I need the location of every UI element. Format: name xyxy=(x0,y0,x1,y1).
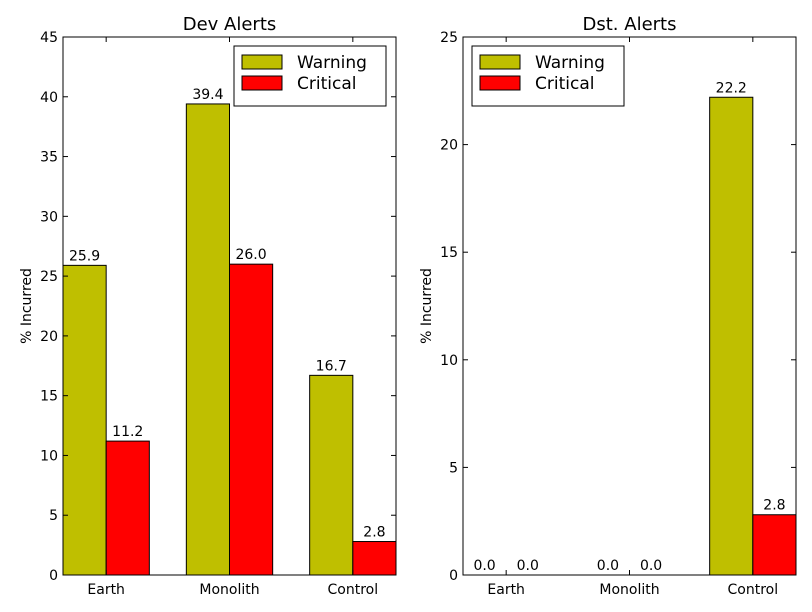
y-tick-label: 10 xyxy=(440,353,458,369)
data-label: 0.0 xyxy=(517,558,539,574)
chart-title: Dst. Alerts xyxy=(583,14,677,35)
y-axis-label: % Incurred xyxy=(419,268,435,344)
y-tick-label: 30 xyxy=(40,209,58,225)
data-label: 39.4 xyxy=(192,87,223,103)
legend-label-warning: Warning xyxy=(535,53,605,73)
data-label: 0.0 xyxy=(597,558,619,574)
y-tick-label: 15 xyxy=(40,389,58,405)
x-tick-label: Earth xyxy=(487,582,525,598)
data-label: 11.2 xyxy=(112,424,143,440)
legend-label-warning: Warning xyxy=(297,53,367,73)
data-label: 2.8 xyxy=(363,525,385,541)
y-tick-label: 0 xyxy=(449,568,458,584)
data-label: 0.0 xyxy=(640,558,662,574)
bar-critical-control xyxy=(752,514,797,576)
data-label: 25.9 xyxy=(69,248,100,264)
bar-critical-monolith xyxy=(229,263,274,576)
x-tick-label: Monolith xyxy=(599,582,659,598)
x-tick-label: Monolith xyxy=(199,582,259,598)
y-tick-label: 20 xyxy=(440,138,458,154)
y-tick-label: 45 xyxy=(40,30,58,46)
y-tick-label: 5 xyxy=(449,460,458,476)
y-tick-label: 35 xyxy=(40,150,58,166)
bar-warning-monolith xyxy=(185,103,230,576)
legend-label-critical: Critical xyxy=(535,74,594,94)
y-axis-label: % Incurred xyxy=(19,268,35,344)
y-tick-label: 20 xyxy=(40,329,58,345)
chart-panel-1: Dev Alerts % Incurred 25.9 39.4 16.7 11.2 26.0… xyxy=(19,14,397,598)
chart-panel-2: Dst. Alerts % Incurred 0.0 0.0 22.2 0.0 0.0 2.8… xyxy=(419,14,797,598)
data-label: 22.2 xyxy=(716,80,747,96)
x-tick-label: Earth xyxy=(87,582,125,598)
bar-critical-earth xyxy=(105,440,150,576)
legend-swatch-warning xyxy=(241,54,283,70)
y-tick-label: 10 xyxy=(40,448,58,464)
chart-title: Dev Alerts xyxy=(183,14,277,35)
legend-swatch-warning xyxy=(479,54,521,70)
legend-label-critical: Critical xyxy=(297,74,356,94)
y-tick-label: 0 xyxy=(49,568,58,584)
legend-swatch-critical xyxy=(479,75,521,91)
data-label: 0.0 xyxy=(473,558,495,574)
x-tick-label: Control xyxy=(728,582,779,598)
y-tick-label: 15 xyxy=(440,245,458,261)
legend-swatch-critical xyxy=(241,75,283,91)
bar-critical-control xyxy=(352,541,397,576)
bar-warning-control xyxy=(709,96,754,576)
data-label: 26.0 xyxy=(235,247,266,263)
bar-warning-control xyxy=(309,374,354,576)
bar-warning-earth xyxy=(62,264,107,576)
x-tick-label: Control xyxy=(328,582,379,598)
y-tick-label: 40 xyxy=(40,90,58,106)
data-label: 16.7 xyxy=(316,358,347,374)
y-tick-label: 25 xyxy=(440,30,458,46)
data-label: 2.8 xyxy=(763,498,785,514)
y-tick-label: 5 xyxy=(49,508,58,524)
y-tick-label: 25 xyxy=(40,269,58,285)
